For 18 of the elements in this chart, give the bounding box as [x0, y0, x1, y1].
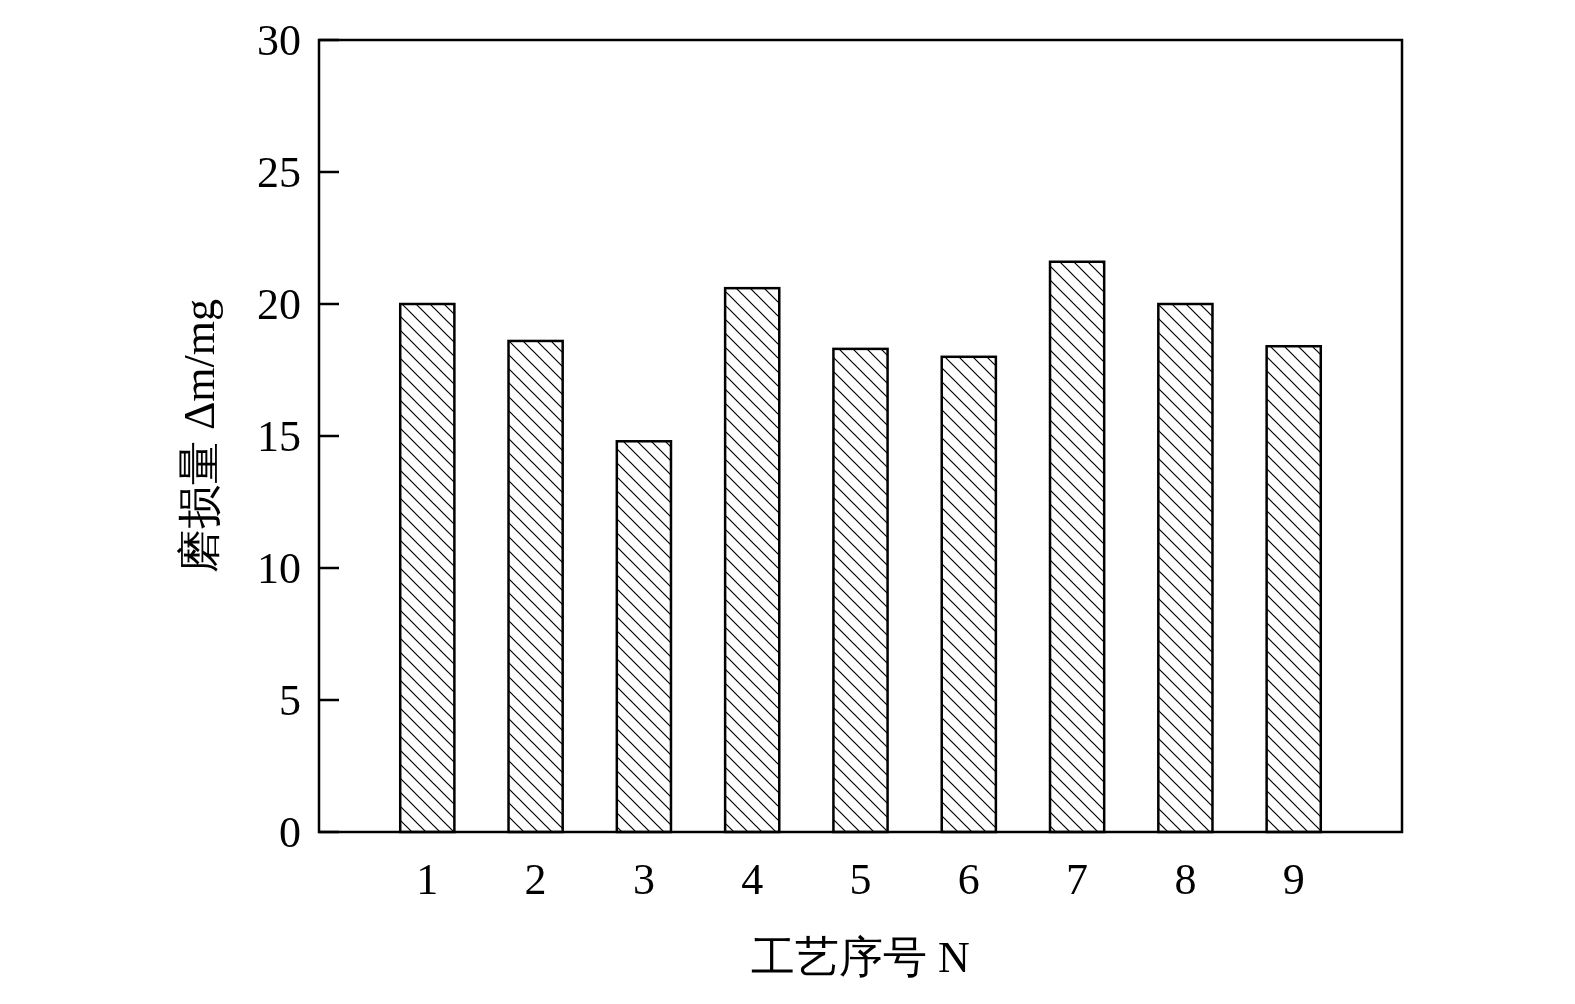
y-axis-title: 磨损量 Δm/mg: [175, 299, 224, 573]
x-tick-label: 4: [741, 855, 764, 904]
x-tick-label: 8: [1174, 855, 1197, 904]
x-axis-title: 工艺序号 N: [751, 933, 970, 982]
x-tick-label: 2: [524, 855, 547, 904]
y-tick-label: 20: [257, 280, 301, 330]
x-tick-label: 7: [1066, 855, 1089, 904]
x-tick-label: 6: [957, 855, 980, 904]
x-tick-label: 1: [416, 855, 439, 904]
x-tick-label: 3: [632, 855, 655, 904]
y-tick-label: 5: [279, 676, 301, 726]
x-tick-label: 5: [849, 855, 872, 904]
y-tick-label: 0: [279, 808, 301, 858]
y-tick-label: 30: [257, 16, 301, 66]
y-tick-label: 25: [257, 148, 301, 198]
y-tick-label: 10: [257, 544, 301, 594]
y-tick-label: 15: [257, 412, 301, 462]
x-tick-label: 9: [1282, 855, 1305, 904]
